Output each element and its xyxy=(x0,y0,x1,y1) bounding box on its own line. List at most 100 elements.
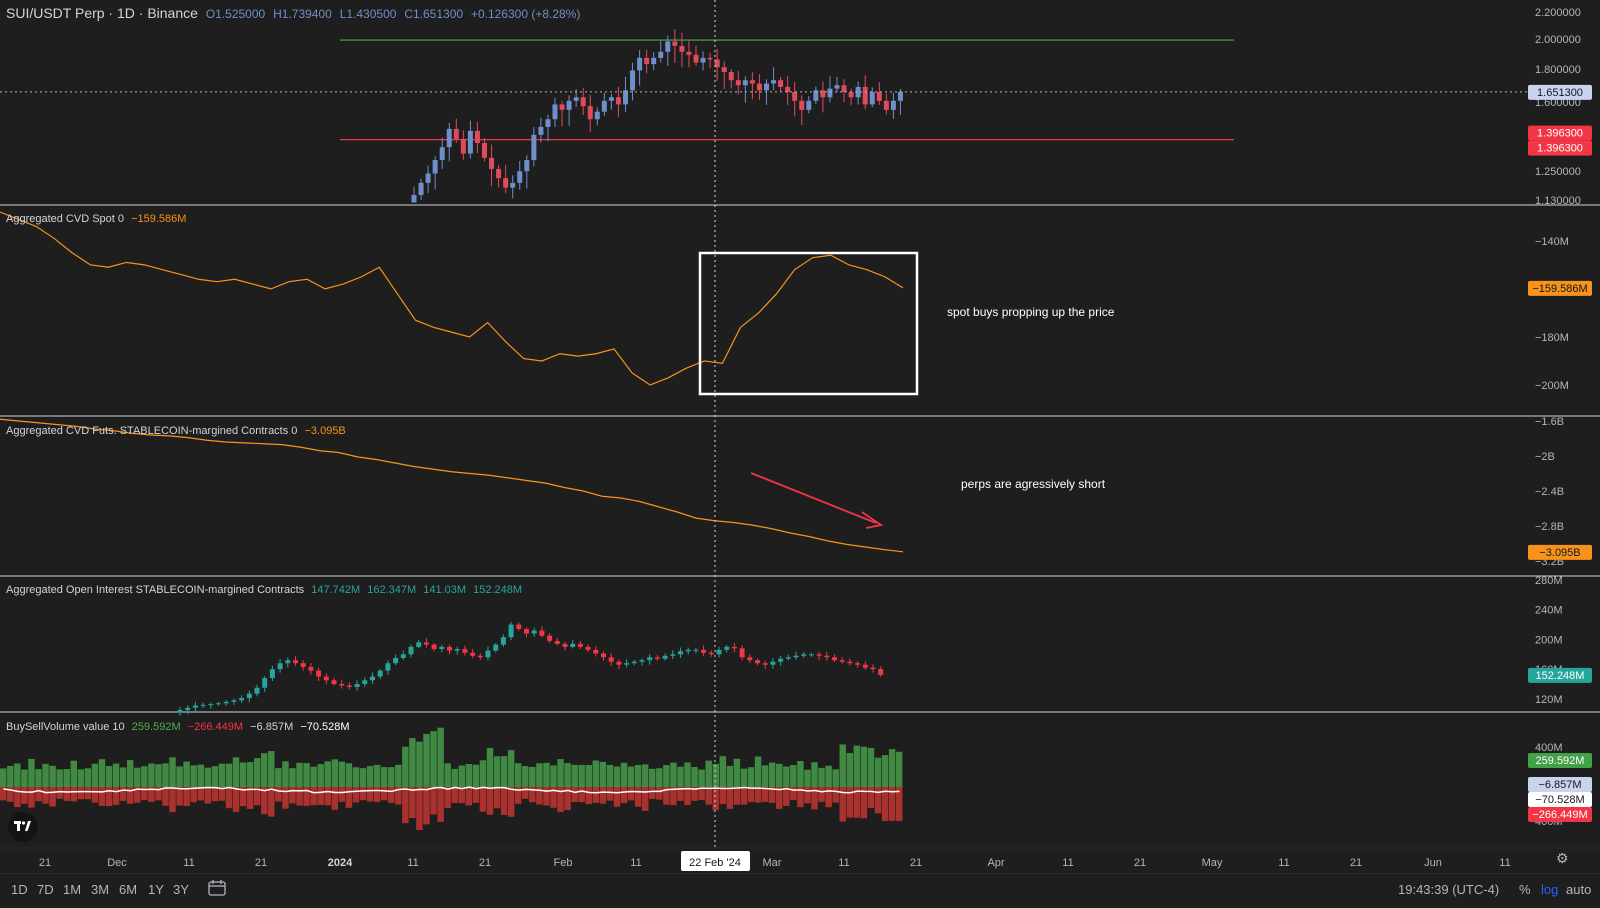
oi-candle xyxy=(462,649,468,653)
cvd-spot-axis-label: −200M xyxy=(1535,380,1569,392)
oi-candle xyxy=(508,624,514,638)
buy-volume-bar xyxy=(811,762,818,787)
oi-candle xyxy=(262,678,268,688)
buy-volume-bar xyxy=(126,760,134,787)
price-axis-label: 1.250000 xyxy=(1535,166,1581,178)
oi-candle xyxy=(547,635,553,641)
time-axis-label: 11 xyxy=(838,857,849,869)
oi-candle xyxy=(354,684,360,687)
oi-candle xyxy=(770,661,776,665)
sell-volume-bar xyxy=(888,787,896,821)
price-candle xyxy=(876,92,882,101)
sell-volume-bar xyxy=(550,787,557,808)
cvd-spot-pane: −140M −180M −200M −159.586M xyxy=(0,211,1592,396)
tradingview-logo[interactable] xyxy=(8,812,38,842)
buy-volume-bar xyxy=(246,762,254,787)
buy-volume-bar xyxy=(310,766,317,787)
sell-volume-bar xyxy=(507,787,515,817)
oi-candle xyxy=(577,643,583,647)
buy-volume-bar xyxy=(839,744,846,787)
timeframe-3y[interactable]: 3Y xyxy=(173,882,189,897)
oi-candle xyxy=(323,676,329,681)
oi-candle xyxy=(447,646,452,651)
price-candle xyxy=(559,104,565,110)
sell-volume-bar xyxy=(846,787,854,818)
buy-volume-bar xyxy=(465,764,473,787)
buy-volume-bar xyxy=(670,762,677,787)
oi-candle xyxy=(346,685,352,687)
buy-volume-bar xyxy=(317,764,324,787)
timeframe-1d[interactable]: 1D xyxy=(11,882,28,897)
bsv-tag-buy-text: 259.592M xyxy=(1536,755,1585,767)
ohlc-close: C1.651300 xyxy=(404,7,464,21)
bsv-tag-ma-text: −70.528M xyxy=(1535,794,1584,806)
buy-volume-bar xyxy=(797,761,804,787)
sell-volume-bar xyxy=(303,787,310,806)
oi-candle xyxy=(793,655,799,658)
sell-volume-bar xyxy=(726,787,734,809)
oi-candle xyxy=(416,642,422,647)
buy-volume-bar xyxy=(649,768,656,787)
sell-volume-bar xyxy=(162,787,169,806)
sell-volume-bar xyxy=(486,787,494,815)
oi-candle xyxy=(285,660,291,664)
buy-volume-bar xyxy=(514,763,522,787)
price-tag: 1.651300 xyxy=(1528,84,1592,100)
sell-volume-bar xyxy=(190,787,197,803)
sell-volume-bar xyxy=(712,787,719,811)
sell-volume-bar xyxy=(656,787,663,800)
buy-volume-bar xyxy=(564,763,571,787)
bsv-tag-delta-text: −6.857M xyxy=(1538,779,1581,791)
timeframe-1m[interactable]: 1M xyxy=(63,882,82,897)
sell-volume-bar xyxy=(119,787,127,801)
bsv-buy: 259.592M xyxy=(131,721,181,733)
sell-volume-bar xyxy=(797,787,804,808)
sell-volume-bar xyxy=(514,787,522,804)
clock[interactable]: 19:43:39 (UTC-4) xyxy=(1398,882,1500,897)
sell-volume-bar xyxy=(126,787,134,804)
log-toggle[interactable]: log xyxy=(1541,882,1559,897)
buy-volume-bar xyxy=(366,766,374,787)
buy-volume-bar xyxy=(211,766,219,787)
sell-volume-bar xyxy=(169,787,176,813)
price-candle xyxy=(862,86,868,105)
buy-volume-bar xyxy=(190,765,197,787)
bsv-tag-buy-bg xyxy=(1528,753,1592,768)
price-candle xyxy=(665,41,671,52)
oi-candle xyxy=(824,655,830,658)
sell-volume-bar xyxy=(416,787,423,830)
timeframe-1y[interactable]: 1Y xyxy=(148,882,164,897)
buy-volume-bar xyxy=(14,763,21,787)
percent-toggle[interactable]: % xyxy=(1519,882,1531,897)
gear-icon[interactable]: ⚙ xyxy=(1556,850,1569,866)
auto-toggle[interactable]: auto xyxy=(1566,882,1592,897)
sell-volume-bar xyxy=(747,787,755,803)
sell-volume-bar xyxy=(352,787,360,803)
bsv-ma-line xyxy=(3,786,900,794)
price-candle xyxy=(735,80,741,86)
timeframe-7d[interactable]: 7D xyxy=(37,882,54,897)
sell-volume-bar xyxy=(388,787,395,804)
timeframe-6m[interactable]: 6M xyxy=(119,882,138,897)
sell-volume-bar xyxy=(895,787,903,821)
oi-candle xyxy=(870,667,876,670)
sell-volume-bar xyxy=(790,787,797,801)
buy-volume-bar xyxy=(677,766,684,787)
sell-volume-bar xyxy=(571,787,578,803)
annotation-futs: perps are agressively short xyxy=(961,477,1106,491)
bsv-sell: −266.449M xyxy=(187,721,244,733)
calendar-icon[interactable] xyxy=(208,880,226,896)
price-candle xyxy=(672,41,678,46)
time-axis-label: Mar xyxy=(763,857,782,869)
sell-volume-bar xyxy=(613,787,621,807)
sell-volume-bar xyxy=(853,787,861,818)
oi-candle xyxy=(778,658,784,662)
price-candle xyxy=(749,80,755,84)
cvd-spot-value: −159.586M xyxy=(131,213,187,225)
time-axis-label: 11 xyxy=(630,857,641,869)
timeframe-3m[interactable]: 3M xyxy=(91,882,110,897)
buy-volume-bar xyxy=(0,768,7,787)
buy-volume-bar xyxy=(691,766,698,787)
price-candle xyxy=(453,128,459,139)
